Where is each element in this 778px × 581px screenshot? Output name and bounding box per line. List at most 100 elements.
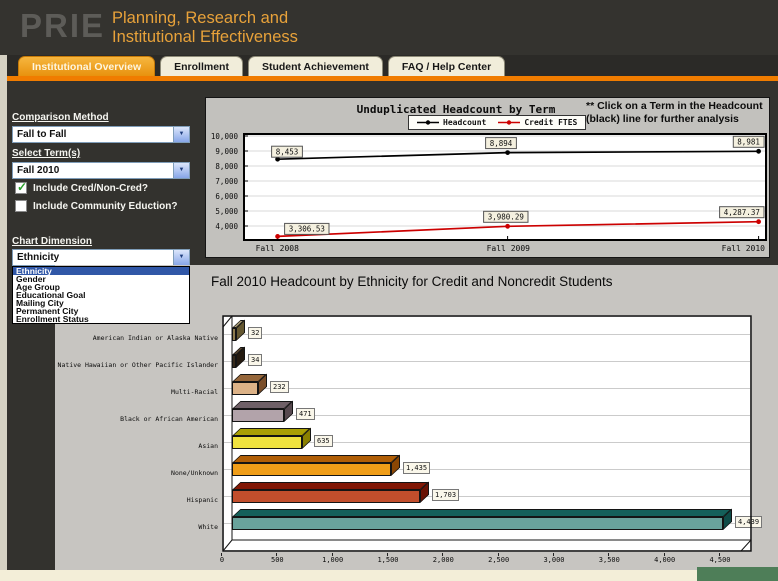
header: PRIE Planning, Research and Institutiona… (0, 0, 778, 55)
y-tick-label: 5,000 (215, 206, 238, 216)
x-tick-label: 2,500 (477, 553, 521, 564)
x-tick-label: 1,000 (311, 553, 355, 564)
tab-row: Institutional Overview Enrollment Student … (7, 55, 778, 76)
legend-marker-icon (417, 120, 439, 125)
comparison-method-value: Fall to Fall (17, 129, 67, 140)
dropdown-option-permanent-city[interactable]: Permanent City (16, 306, 79, 316)
bar-top-face[interactable] (232, 428, 311, 436)
cred-checkbox-label: Include Cred/Non-Cred? (33, 182, 149, 194)
bar-value-label: 32 (248, 327, 263, 339)
select-terms-select[interactable]: Fall 2010 ▼ (12, 162, 190, 179)
x-tick-label: 500 (255, 553, 299, 564)
bar-value-label: 4,439 (735, 516, 763, 528)
tab-enrollment[interactable]: Enrollment (160, 56, 243, 76)
dropdown-option-ethnicity[interactable]: Ethnicity (13, 267, 189, 275)
chevron-down-icon[interactable]: ▼ (173, 127, 189, 142)
bar-row-white: 4,439 (222, 507, 763, 534)
bar-value-label: 635 (314, 435, 333, 447)
x-tick-label: 3,500 (587, 553, 631, 564)
dropdown-option-enrollment-status[interactable]: Enrollment Status (16, 314, 89, 324)
dropdown-option-gender[interactable]: Gender (16, 274, 46, 284)
community-ed-row: Include Community Eduction? (15, 200, 177, 212)
bar[interactable] (232, 463, 391, 476)
term-label-fall-2008[interactable]: Fall 2008 (255, 244, 299, 253)
y-tick-label: 10,000 (210, 131, 238, 141)
dropdown-option-mailing-city[interactable]: Mailing City (16, 298, 64, 308)
comparison-method-select[interactable]: Fall to Fall ▼ (12, 126, 190, 143)
top-chart-title: Unduplicated Headcount by Term (356, 103, 556, 116)
y-tick-label: 9,000 (215, 146, 238, 156)
bar-row-multi-racial: 232 (222, 372, 752, 399)
category-label-black-or-african-american: Black or African American (120, 414, 218, 423)
select-terms-label: Select Term(s) (12, 148, 81, 159)
term-label-fall-2009[interactable]: Fall 2009 (486, 244, 530, 253)
cred-checkbox[interactable] (15, 180, 27, 194)
category-label-asian: Asian (198, 441, 218, 450)
bar-value-label: 1,703 (432, 489, 460, 501)
dropdown-option-age-group[interactable]: Age Group (16, 282, 60, 292)
chevron-down-icon[interactable]: ▼ (173, 163, 189, 178)
category-label-multi-racial: Multi-Racial (171, 387, 218, 396)
bottom-chart-title: Fall 2010 Headcount by Ethnicity for Cre… (211, 274, 613, 289)
top-chart-plot[interactable]: 8,453 8,894 8,981 3,306.53 3,980.29 4,287.37 (243, 133, 767, 241)
svg-text:8,453: 8,453 (276, 148, 299, 157)
ethnicity-chart-section: Fall 2010 Headcount by Ethnicity for Cre… (55, 265, 778, 570)
accent-divider (7, 76, 778, 81)
bar[interactable] (232, 355, 236, 368)
community-ed-checkbox-label: Include Community Eduction? (33, 200, 178, 212)
y-tick-label: 7,000 (215, 176, 238, 186)
bar-value-label: 34 (248, 354, 263, 366)
legend-marker-icon (498, 120, 521, 125)
top-chart-note: ** Click on a Term in the Headcount (bla… (586, 100, 763, 125)
headcount-trend-panel: Unduplicated Headcount by Term ** Click … (205, 97, 770, 258)
bar-top-face[interactable] (232, 482, 429, 490)
dropdown-option-educational-goal[interactable]: Educational Goal (16, 290, 86, 300)
community-ed-checkbox[interactable] (15, 200, 27, 212)
bar-top-face[interactable] (232, 509, 732, 517)
x-tick-label: 4,000 (643, 553, 687, 564)
bar-top-face[interactable] (232, 455, 400, 463)
y-tick-label: 8,000 (215, 161, 238, 171)
gridline (224, 388, 750, 389)
select-terms-value: Fall 2010 (17, 165, 60, 176)
chart-dimension-select[interactable]: Ethnicity ▼ (12, 249, 190, 266)
bar-row-american-indian-or-alaska-native: 32 (222, 318, 752, 345)
bar[interactable] (232, 517, 723, 530)
brand-title-line2: Institutional Effectiveness (112, 28, 298, 46)
bar[interactable] (232, 490, 420, 503)
bottom-right-green-block (697, 567, 778, 581)
chart-dimension-listbox: Ethnicity Gender Age Group Educational Goal… (12, 266, 190, 324)
y-tick-label: 4,000 (215, 221, 238, 231)
x-tick-label: 0 (200, 553, 244, 564)
tab-institutional-overview[interactable]: Institutional Overview (18, 56, 156, 76)
x-tick-label: 2,000 (421, 553, 465, 564)
gridline (224, 334, 750, 335)
term-label-fall-2010[interactable]: Fall 2010 (721, 244, 765, 253)
bar-row-none-unknown: 1,435 (222, 453, 752, 480)
bar-row-asian: 635 (222, 426, 752, 453)
comparison-method-label: Comparison Method (12, 112, 109, 123)
bar[interactable] (232, 436, 302, 449)
brand-title-line1: Planning, Research and (112, 9, 289, 27)
prie-logo: PRIE (20, 7, 106, 44)
bar-value-label: 232 (270, 381, 289, 393)
bar[interactable] (232, 382, 258, 395)
x-tick-label: 1,500 (366, 553, 410, 564)
bar-value-label: 1,435 (403, 462, 431, 474)
bar[interactable] (232, 409, 284, 422)
bottom-chart-category-axis: American Indian or Alaska Native Native H… (58, 321, 218, 537)
svg-text:3,306.53: 3,306.53 (289, 225, 325, 234)
top-chart-legend: Headcount Credit FTES (408, 115, 587, 130)
category-label-american-indian-or-alaska-native: American Indian or Alaska Native (92, 333, 218, 342)
chevron-down-icon[interactable]: ▼ (173, 250, 189, 265)
chart-dimension-value: Ethnicity (17, 252, 60, 263)
gridline (224, 361, 750, 362)
tab-faq-help-center[interactable]: FAQ / Help Center (387, 56, 506, 76)
bar[interactable] (232, 328, 236, 341)
legend-item-headcount: Headcount (417, 118, 486, 127)
bottom-chart-plot: 32 34 232 471 635 1,435 1,703 4,439 (222, 315, 763, 552)
bar-rows: 32 34 232 471 635 1,435 1,703 4,439 (222, 318, 763, 534)
bar-row-black-or-african-american: 471 (222, 399, 752, 426)
tab-student-achievement[interactable]: Student Achievement (247, 56, 383, 76)
